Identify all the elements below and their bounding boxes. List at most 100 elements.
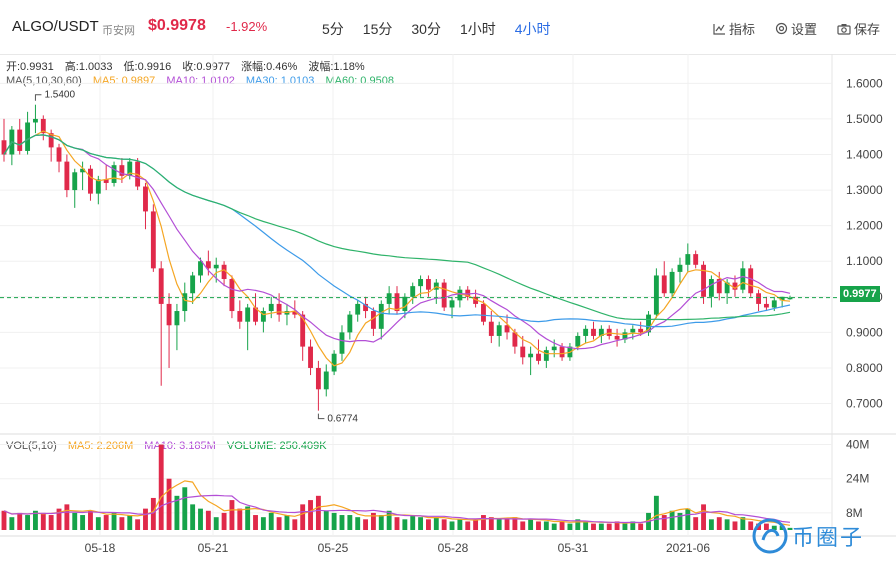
candle-body [17, 129, 23, 151]
tab-15m[interactable]: 15分 [362, 21, 393, 37]
x-tick-label: 05-25 [318, 541, 349, 555]
volume-bar [701, 504, 706, 530]
volume-bar [331, 512, 337, 530]
volume-bar [567, 523, 573, 530]
volume-bar [583, 521, 589, 530]
volume-bar [457, 519, 463, 530]
candle-body [740, 268, 746, 290]
candle-body [756, 293, 761, 304]
candle-body [567, 346, 573, 358]
y-tick-label: 1.4000 [846, 148, 883, 162]
vol-label: VOL(5,10) [6, 440, 57, 452]
candle-body [103, 179, 109, 183]
open-value: 开:0.9931 [6, 61, 54, 73]
candle-body [205, 261, 211, 269]
volume-bar [669, 510, 675, 530]
volume-bar [606, 523, 612, 530]
volume-bar [512, 517, 518, 530]
volume-bar [308, 500, 313, 530]
volume-bar [638, 523, 644, 530]
ma-readout: MA(5,10,30,60) MA5: 0.9897 MA10: 1.0102 … [6, 75, 402, 87]
volume-bar [237, 508, 243, 530]
volume-bar [143, 508, 148, 530]
ma30-line [3, 134, 791, 328]
volume-bar [72, 512, 78, 530]
vol-ma10-line [3, 494, 791, 524]
candle-body [198, 261, 203, 276]
volume-bar [198, 508, 203, 530]
volume-bar [190, 504, 196, 530]
candle-body [363, 303, 368, 312]
volume-bar [127, 515, 133, 530]
volume-bar [9, 517, 15, 530]
volume-bar [630, 521, 636, 530]
low-value: 低:0.9916 [123, 61, 172, 73]
volume-bar [591, 523, 596, 530]
candle-body [473, 296, 479, 304]
volume-bar [528, 519, 534, 530]
settings-button[interactable]: 设置 [775, 19, 817, 38]
volume-bar [158, 444, 164, 530]
volume-bar [253, 515, 258, 530]
volume-value: VOLUME: 250.409K [226, 440, 327, 452]
candle-body [331, 353, 337, 372]
save-label: 保存 [853, 22, 880, 37]
candle-body [135, 161, 141, 187]
volume-bar [653, 495, 659, 530]
ohlc-readout: 开:0.9931 高:1.0033 低:0.9916 收:0.9977 涨幅:0… [6, 58, 373, 74]
candle-body [622, 332, 628, 340]
volume-bar [661, 515, 667, 530]
candle-body [56, 147, 62, 162]
volume-bar [716, 517, 722, 530]
close-value: 收:0.9977 [182, 61, 230, 73]
volume-bar [245, 506, 251, 530]
amplitude-value: 波幅:1.18% [308, 61, 365, 73]
candle-body [771, 300, 777, 308]
indicator-button[interactable]: 指标 [713, 19, 755, 38]
volume-bar [25, 515, 31, 530]
tab-5m[interactable]: 5分 [322, 21, 344, 37]
candle-body [551, 346, 557, 351]
candle-body [370, 311, 376, 329]
volume-bar [394, 517, 400, 530]
candle-body [166, 303, 172, 326]
vol-ma10-value: MA10: 3.185M [144, 440, 216, 452]
candle-body [347, 314, 353, 333]
candle-body [378, 303, 384, 329]
volume-bar [614, 521, 620, 530]
candle-body [701, 264, 706, 297]
tab-1h[interactable]: 1小时 [459, 21, 496, 37]
volume-bar [95, 517, 101, 530]
volume-bar [355, 517, 361, 530]
save-button[interactable]: 保存 [837, 19, 880, 38]
low-marker [317, 413, 325, 420]
volume-bar [363, 519, 368, 530]
volume-bar [300, 504, 306, 530]
volume-bar [150, 497, 156, 530]
candle-body [308, 346, 313, 368]
high-marker [34, 94, 42, 101]
candle-body [457, 289, 463, 301]
candle-body [150, 211, 156, 269]
volume-bar [473, 519, 479, 530]
candle-body [284, 311, 290, 315]
last-price: $0.9978 [148, 17, 206, 34]
candle-body [748, 268, 754, 294]
volume-bar [174, 495, 180, 530]
candle-body [402, 296, 408, 312]
watermark-text: 币圈子 [792, 525, 865, 550]
candle-body [245, 307, 251, 322]
candle-body [661, 275, 667, 294]
candle-body [543, 350, 549, 361]
volume-bar [213, 517, 219, 530]
y-tick-label: 0.7000 [846, 397, 883, 411]
candle-body [559, 346, 565, 358]
candle-body [708, 279, 714, 297]
tab-30m[interactable]: 30分 [411, 21, 441, 37]
tab-4h[interactable]: 4小时 [514, 21, 551, 37]
candle-body [496, 325, 502, 336]
volume-bar [347, 515, 353, 530]
y-tick-label: 1.2000 [846, 219, 883, 233]
candle-body [119, 165, 125, 176]
ma10-line [3, 134, 791, 350]
